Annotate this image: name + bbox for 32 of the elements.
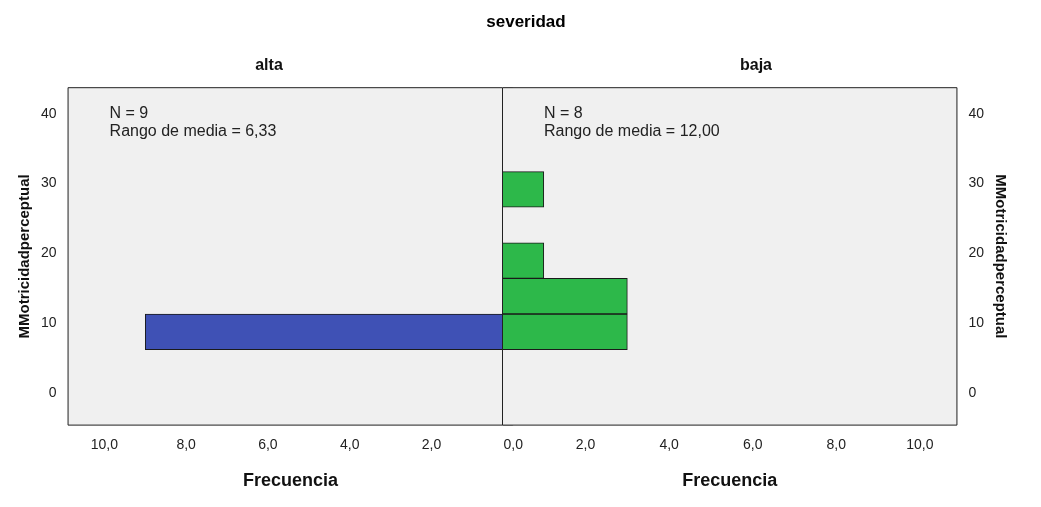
y-tick-label: 30 (40, 174, 57, 191)
x-tick-label: 0,0 (503, 435, 524, 452)
y-tick-label: 30 (968, 174, 985, 191)
x-axis-title: Frecuencia (242, 470, 339, 491)
x-tick-label: 2,0 (575, 435, 596, 452)
y-axis-title: MMotricidadperceptual (15, 174, 33, 339)
y-tick-label: 10 (968, 313, 985, 330)
annotation: Rango de media = 12,00 (544, 121, 720, 139)
y-tick-label: 40 (40, 104, 57, 121)
x-tick-label: 8,0 (826, 435, 847, 452)
x-tick-label: 2,0 (421, 435, 442, 452)
y-tick-label: 40 (968, 104, 985, 121)
y-tick-label: 0 (968, 383, 977, 400)
x-tick-label: 8,0 (176, 435, 197, 452)
y-tick-label: 20 (40, 244, 57, 261)
chart-subtitle: alta (255, 56, 283, 74)
chart-subtitle: baja (739, 56, 773, 74)
y-tick-label: 0 (48, 383, 57, 400)
x-tick-label: 10,0 (90, 435, 119, 452)
x-tick-label: 4,0 (659, 435, 680, 452)
x-tick-label: 6,0 (742, 435, 763, 452)
x-axis-title: Frecuencia (682, 470, 779, 491)
annotation: N = 9 (109, 103, 149, 121)
y-tick-label: 20 (968, 244, 985, 261)
annotation: Rango de media = 6,33 (109, 121, 277, 139)
x-tick-label: 4,0 (339, 435, 360, 452)
chart-title: severidad (486, 12, 566, 31)
annotation: N = 8 (544, 103, 583, 121)
y-tick-label: 10 (40, 313, 57, 330)
y-axis-title: MMotricidadperceptual (992, 174, 1010, 339)
x-tick-label: 10,0 (906, 435, 934, 452)
x-tick-label: 6,0 (258, 435, 278, 452)
